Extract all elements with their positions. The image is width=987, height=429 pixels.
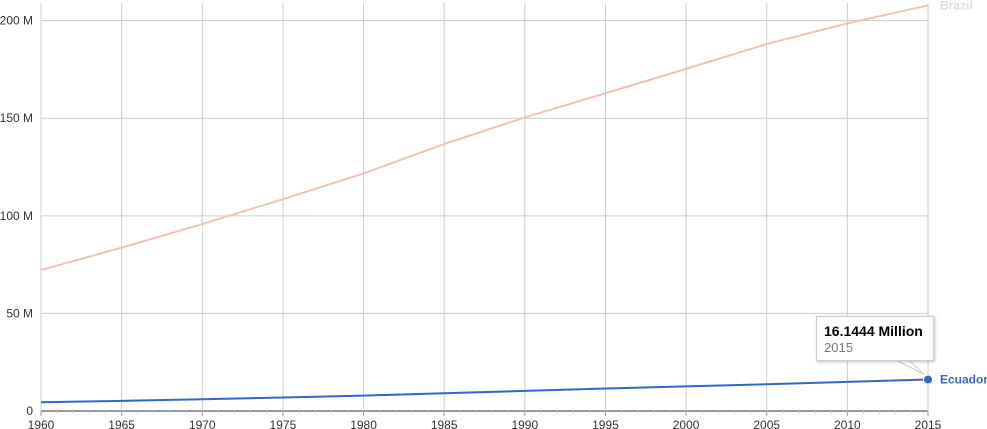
- y-tick-label: 150 M: [0, 111, 33, 125]
- y-tick-label: 200 M: [0, 14, 33, 28]
- y-tick-label: 50 M: [6, 306, 33, 320]
- tooltip-value: 16.1444 Million: [824, 323, 923, 339]
- x-tick-label: 1995: [592, 418, 619, 429]
- highlight-marker: [897, 360, 933, 385]
- tooltip-pointer: [897, 360, 925, 375]
- tooltip: 16.1444 Million 2015: [816, 316, 934, 361]
- x-tick-label: 1975: [270, 418, 297, 429]
- x-tick-label: 2010: [834, 418, 861, 429]
- x-tick-label: 1980: [350, 418, 377, 429]
- x-tick-label: 1970: [189, 418, 216, 429]
- highlight-point[interactable]: [923, 374, 933, 385]
- series-line-ecuador: [40, 378, 929, 404]
- x-tick-label: 2005: [753, 418, 780, 429]
- series-label-ecuador: Ecuador: [940, 372, 987, 386]
- y-tick-label: 100 M: [0, 209, 33, 223]
- x-tick-label: 1990: [511, 418, 538, 429]
- x-tick-label: 1985: [431, 418, 458, 429]
- y-tick-label: 0: [26, 404, 33, 418]
- x-tick-label: 2000: [673, 418, 700, 429]
- x-tick-label: 1965: [108, 418, 135, 429]
- tooltip-year: 2015: [824, 340, 853, 355]
- series-lines: [40, 4, 929, 404]
- x-axis: 1960 1965 1970 1975 1980 1985 1990 1995 2000 2005…: [28, 411, 942, 429]
- series-label-brazil: Brazil: [940, 0, 973, 12]
- x-tick-label: 1960: [28, 418, 55, 429]
- grid: [40, 3, 929, 412]
- x-tick-label: 2015: [915, 418, 942, 429]
- series-labels: Brazil Ecuador: [940, 0, 987, 386]
- y-axis: 0 50 M 100 M 150 M 200 M: [0, 14, 33, 418]
- series-line-brazil: [40, 4, 929, 272]
